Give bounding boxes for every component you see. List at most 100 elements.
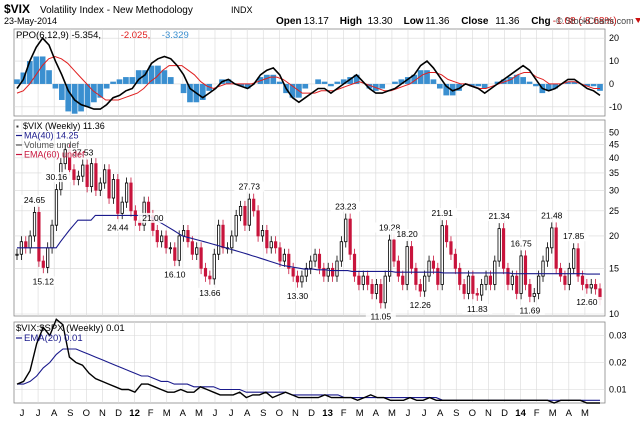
price-candle [37,211,41,262]
price-candle [506,267,510,285]
y-tick-label: -10 [609,102,622,112]
annotation-bg [234,181,265,192]
histogram-bar [187,83,193,103]
x-tick-label: F [534,408,540,419]
price-candle [501,228,506,269]
histogram-bar [469,83,475,87]
price-candle [120,201,124,214]
price-candle [405,246,409,285]
histogram-bar [302,83,309,89]
price-annotation: 12.60 [576,297,598,307]
x-tick-label: M [356,408,364,419]
quote-value: -1.08 (-8.68%) [553,16,617,27]
x-tick-label: 14 [515,408,526,419]
histogram-bar [276,81,283,84]
price-candle [238,205,243,216]
price-candle [515,275,519,294]
x-tick-label: N [292,408,299,419]
quote-value: 11.36 [495,16,520,27]
symbol-name: Volatility Index - New Methodology [40,5,193,16]
price-candle [379,284,383,304]
x-tick-label: O [83,408,90,419]
price-candle [348,218,352,255]
price-annotation: 15.12 [33,276,55,286]
x-tick-label: M [581,408,589,419]
price-candle [295,275,300,283]
histogram-bar [436,83,443,89]
price-candle [265,230,269,249]
histogram-bar [33,56,40,84]
annotation-bg [67,147,98,158]
price-candle [550,227,554,249]
price-candle [168,247,173,250]
histogram-bar [65,83,72,112]
price-candle [331,267,335,277]
price-candle [313,253,317,262]
x-tick-label: O [469,408,476,419]
price-candle [282,253,286,262]
annotation-bg [571,296,602,307]
y-tick-label: 30 [609,185,619,195]
price-candle [449,241,453,255]
ratio-line [16,318,600,404]
x-tick-label: J [229,408,234,419]
price-candle [300,275,304,283]
histogram-bar [513,74,520,84]
x-tick-label: J [20,408,25,419]
histogram-bar [26,61,33,84]
annotation-bg [405,300,436,311]
price-candle [160,235,164,243]
price-candle [440,225,444,285]
x-tick-label: M [388,408,396,419]
price-candle [344,218,348,243]
histogram-bar [411,74,418,84]
annotation-bg [536,210,567,221]
x-tick-label: M [163,408,171,419]
price-candle [256,210,260,237]
price-candle [488,275,493,285]
price-candle [471,275,475,294]
x-axis: J J A S O N D 12 F M A M J J A S O N D 13 F M A M J J A S O N D 14 F M A M [20,408,589,419]
price-candle [532,293,536,297]
price-candle [287,253,291,269]
price-candle [269,241,273,249]
price-candle [89,163,94,187]
x-tick-label: A [180,408,187,419]
annotation-bg [19,194,50,205]
x-tick-label: A [244,408,251,419]
price-candle [50,224,54,249]
histogram-bar [424,70,430,84]
histogram-bar [58,83,65,100]
x-tick-label: D [501,408,508,419]
histogram-bar [116,79,123,84]
price-candle [291,267,295,277]
price-candle [76,175,80,180]
down-arrow-shape [635,18,640,23]
legend-entry: MA(40) 14.25 [24,131,79,141]
price-candle [335,260,339,277]
histogram-bar [366,83,373,89]
annotation-bg [514,305,545,316]
annotation-bg [427,208,458,219]
histogram-bar [84,83,91,107]
price-candle [28,235,32,249]
price-candle [366,275,370,285]
price-candle [32,211,37,237]
price-candle [116,179,120,214]
histogram-bar [597,83,603,91]
price-candle [352,253,357,277]
price-candle [519,255,523,294]
price-candle [396,260,400,277]
histogram-bar [494,81,501,84]
price-candle [98,182,102,191]
price-candle [107,169,111,199]
histogram-bar [571,81,578,84]
price-candle [173,247,177,261]
price-annotation: 11.05 [371,312,392,322]
y-tick-label: 35 [609,168,619,178]
price-candle [401,275,405,285]
histogram-bar [264,74,270,84]
x-tick-label: S [67,408,73,419]
price-candle [46,247,50,268]
histogram-bar [110,81,116,84]
